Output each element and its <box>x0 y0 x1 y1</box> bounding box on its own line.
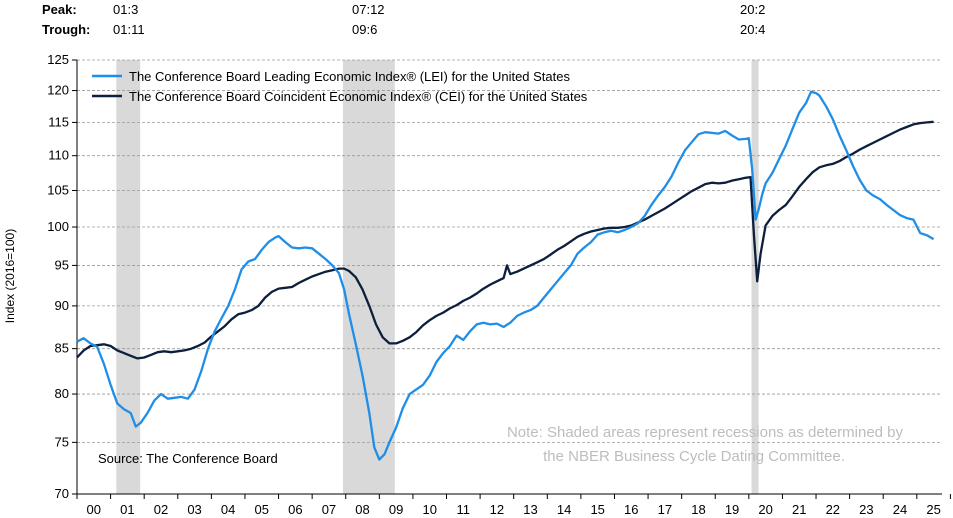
x-tick-label: 05 <box>255 502 269 517</box>
y-tick-label: 75 <box>55 434 69 449</box>
legend-label-lei: The Conference Board Leading Economic In… <box>129 69 570 84</box>
x-tick-label: 15 <box>590 502 604 517</box>
x-tick-label: 25 <box>926 502 940 517</box>
gridlines <box>77 59 942 443</box>
y-axis: 70 75 80 85 90 95 100 105 110 115 120 125 <box>47 52 78 501</box>
x-tick-label: 18 <box>691 502 705 517</box>
recession-1-peak: 01:3 <box>113 2 139 17</box>
source-note: Source: The Conference Board <box>98 451 278 466</box>
series-lines <box>76 90 935 461</box>
recession-1-trough: 01:11 <box>113 22 145 37</box>
x-tick-label: 04 <box>221 502 235 517</box>
x-tick-label: 01 <box>120 502 134 517</box>
x-tick-label: 12 <box>490 502 504 517</box>
x-tick-label: 23 <box>859 502 873 517</box>
recession-shading-group <box>116 60 759 494</box>
y-tick-label: 80 <box>55 386 69 401</box>
recession-2-trough: 09:6 <box>352 22 378 37</box>
cei-line <box>76 120 934 360</box>
x-tick-label: 00 <box>87 502 101 517</box>
y-tick-label: 115 <box>48 114 69 129</box>
trough-row-label: Trough: <box>42 22 91 37</box>
recession-note-line-1: Note: Shaded areas represent recessions … <box>507 424 904 441</box>
x-tick-label: 21 <box>792 502 806 517</box>
y-axis-label: Index (2016=100) <box>3 229 17 323</box>
x-tick-label: 02 <box>154 502 168 517</box>
x-tick-label: 16 <box>624 502 638 517</box>
lei-line <box>76 90 935 461</box>
x-tick-label: 17 <box>658 502 672 517</box>
recession-band-3 <box>751 60 759 494</box>
x-tick-label: 19 <box>725 502 739 517</box>
y-tick-label: 95 <box>55 257 69 272</box>
peak-row-label: Peak: <box>42 2 77 17</box>
y-tick-label: 85 <box>55 341 69 356</box>
x-tick-label: 22 <box>826 502 840 517</box>
recession-band-2 <box>343 60 395 494</box>
y-tick-label: 90 <box>55 298 69 313</box>
x-tick-label: 11 <box>457 502 471 517</box>
recession-band-1 <box>116 60 141 494</box>
legend: The Conference Board Leading Economic In… <box>92 69 588 104</box>
x-tick-label: 08 <box>355 502 369 517</box>
y-tick-label: 120 <box>47 83 69 98</box>
recession-2-peak: 07:12 <box>352 2 385 17</box>
y-tick-label: 125 <box>47 52 69 67</box>
recession-3-trough: 20:4 <box>740 22 766 37</box>
x-tick-label: 20 <box>758 502 772 517</box>
x-tick-label: 06 <box>288 502 302 517</box>
recession-3-peak: 20:2 <box>740 2 766 17</box>
x-axis: 00 01 02 03 04 05 06 07 08 09 10 11 12 13 14 15 16 17 18 19… <box>76 493 951 517</box>
y-tick-label: 70 <box>55 486 69 501</box>
x-tick-label: 24 <box>893 502 907 517</box>
x-tick-label: 09 <box>389 502 403 517</box>
x-tick-label: 13 <box>523 502 537 517</box>
x-tick-label: 03 <box>187 502 201 517</box>
legend-label-cei: The Conference Board Coincident Economic… <box>129 89 588 104</box>
x-tick-label: 10 <box>422 502 436 517</box>
x-tick-label: 07 <box>322 502 336 517</box>
x-tick-label: 14 <box>557 502 571 517</box>
recession-note-line-2: the NBER Business Cycle Dating Committee… <box>543 448 845 465</box>
y-tick-label: 100 <box>47 219 69 234</box>
y-tick-label: 105 <box>47 183 69 198</box>
y-tick-label: 110 <box>48 148 69 163</box>
